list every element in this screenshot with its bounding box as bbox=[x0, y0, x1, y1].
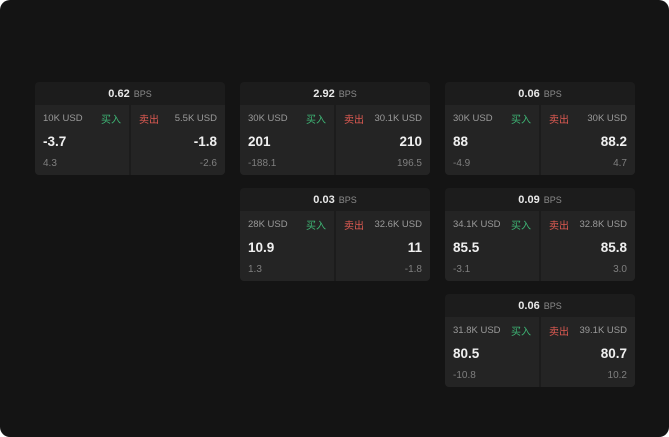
buy-size: 30K USD bbox=[453, 113, 493, 124]
sell-price: 11 bbox=[407, 240, 422, 256]
sell-size: 30.1K USD bbox=[374, 113, 422, 124]
sell-size: 32.8K USD bbox=[579, 219, 627, 230]
buy-label: 买入 bbox=[306, 221, 326, 232]
buy-panel[interactable]: 30K USD 买入 88 -4.9 bbox=[445, 105, 539, 175]
quote-card: 0.06 BPS 30K USD 买入 88 -4.9 卖出 30K USD bbox=[445, 82, 635, 175]
bps-header: 0.03 BPS bbox=[240, 188, 430, 211]
sell-price: 88.2 bbox=[600, 134, 627, 150]
sell-sub-value: -2.6 bbox=[199, 158, 217, 169]
sell-size: 39.1K USD bbox=[579, 325, 627, 336]
sell-sub-value: 3.0 bbox=[613, 264, 627, 275]
bps-value: 2.92 bbox=[313, 87, 335, 100]
bps-label: BPS bbox=[543, 300, 562, 311]
buy-label: 买入 bbox=[306, 115, 326, 126]
sell-panel[interactable]: 卖出 32.6K USD 11 -1.8 bbox=[336, 211, 430, 281]
quote-panels: 28K USD 买入 10.9 1.3 卖出 32.6K USD 11 -1.8 bbox=[240, 211, 430, 281]
buy-sub-value: -3.1 bbox=[453, 264, 471, 275]
sell-size: 30K USD bbox=[587, 113, 627, 124]
quote-panels: 30K USD 买入 88 -4.9 卖出 30K USD 88.2 4.7 bbox=[445, 105, 635, 175]
buy-price: 201 bbox=[248, 134, 271, 150]
bps-value: 0.06 bbox=[518, 87, 540, 100]
sell-label: 卖出 bbox=[549, 115, 569, 126]
buy-price: -3.7 bbox=[43, 134, 67, 150]
buy-panel[interactable]: 28K USD 买入 10.9 1.3 bbox=[240, 211, 334, 281]
buy-price: 80.5 bbox=[453, 346, 480, 362]
sell-sub-value: 10.2 bbox=[607, 370, 627, 381]
bps-value: 0.62 bbox=[108, 87, 130, 100]
bps-label: BPS bbox=[338, 194, 357, 205]
buy-panel[interactable]: 30K USD 买入 201 -188.1 bbox=[240, 105, 334, 175]
quote-card: 0.06 BPS 31.8K USD 买入 80.5 -10.8 卖出 39.1… bbox=[445, 294, 635, 387]
buy-label: 买入 bbox=[511, 327, 531, 338]
buy-label: 买入 bbox=[511, 115, 531, 126]
buy-panel[interactable]: 34.1K USD 买入 85.5 -3.1 bbox=[445, 211, 539, 281]
quote-card: 0.62 BPS 10K USD 买入 -3.7 4.3 卖出 5.5K USD bbox=[35, 82, 225, 175]
sell-price: 85.8 bbox=[600, 240, 627, 256]
quote-card: 2.92 BPS 30K USD 买入 201 -188.1 卖出 30.1K … bbox=[240, 82, 430, 175]
bps-header: 0.62 BPS bbox=[35, 82, 225, 105]
buy-sub-value: -188.1 bbox=[248, 158, 277, 169]
quote-panels: 30K USD 买入 201 -188.1 卖出 30.1K USD 210 1… bbox=[240, 105, 430, 175]
buy-size: 34.1K USD bbox=[453, 219, 501, 230]
buy-price: 10.9 bbox=[248, 240, 275, 256]
bps-value: 0.03 bbox=[313, 193, 335, 206]
sell-label: 卖出 bbox=[344, 115, 364, 126]
bps-label: BPS bbox=[543, 88, 562, 99]
sell-panel[interactable]: 卖出 32.8K USD 85.8 3.0 bbox=[541, 211, 635, 281]
quote-card: 0.03 BPS 28K USD 买入 10.9 1.3 卖出 32.6K US… bbox=[240, 188, 430, 281]
quote-card-grid: 0.62 BPS 10K USD 买入 -3.7 4.3 卖出 5.5K USD bbox=[35, 82, 635, 387]
buy-size: 28K USD bbox=[248, 219, 288, 230]
sell-sub-value: -1.8 bbox=[404, 264, 422, 275]
buy-sub-value: 4.3 bbox=[43, 158, 57, 169]
buy-sub-value: 1.3 bbox=[248, 264, 262, 275]
sell-size: 5.5K USD bbox=[174, 113, 217, 124]
sell-sub-value: 196.5 bbox=[396, 158, 422, 169]
sell-panel[interactable]: 卖出 39.1K USD 80.7 10.2 bbox=[541, 317, 635, 387]
sell-label: 卖出 bbox=[549, 327, 569, 338]
buy-label: 买入 bbox=[511, 221, 531, 232]
buy-size: 31.8K USD bbox=[453, 325, 501, 336]
sell-size: 32.6K USD bbox=[374, 219, 422, 230]
buy-sub-value: -4.9 bbox=[453, 158, 471, 169]
sell-label: 卖出 bbox=[139, 115, 159, 126]
bps-header: 0.09 BPS bbox=[445, 188, 635, 211]
sell-sub-value: 4.7 bbox=[613, 158, 627, 169]
buy-price: 88 bbox=[453, 134, 469, 150]
bps-value: 0.09 bbox=[518, 193, 540, 206]
sell-panel[interactable]: 卖出 30.1K USD 210 196.5 bbox=[336, 105, 430, 175]
quote-panels: 34.1K USD 买入 85.5 -3.1 卖出 32.8K USD 85.8… bbox=[445, 211, 635, 281]
buy-sub-value: -10.8 bbox=[453, 370, 476, 381]
sell-price: 210 bbox=[399, 134, 422, 150]
bps-label: BPS bbox=[338, 88, 357, 99]
sell-label: 卖出 bbox=[344, 221, 364, 232]
buy-panel[interactable]: 10K USD 买入 -3.7 4.3 bbox=[35, 105, 129, 175]
bps-value: 0.06 bbox=[518, 299, 540, 312]
buy-label: 买入 bbox=[101, 115, 121, 126]
sell-price: 80.7 bbox=[600, 346, 627, 362]
buy-size: 10K USD bbox=[43, 113, 83, 124]
bps-header: 0.06 BPS bbox=[445, 294, 635, 317]
sell-panel[interactable]: 卖出 5.5K USD -1.8 -2.6 bbox=[131, 105, 225, 175]
buy-panel[interactable]: 31.8K USD 买入 80.5 -10.8 bbox=[445, 317, 539, 387]
quote-panels: 10K USD 买入 -3.7 4.3 卖出 5.5K USD -1.8 -2.… bbox=[35, 105, 225, 175]
buy-price: 85.5 bbox=[453, 240, 480, 256]
sell-panel[interactable]: 卖出 30K USD 88.2 4.7 bbox=[541, 105, 635, 175]
sell-price: -1.8 bbox=[193, 134, 217, 150]
bps-label: BPS bbox=[543, 194, 562, 205]
quote-panels: 31.8K USD 买入 80.5 -10.8 卖出 39.1K USD 80.… bbox=[445, 317, 635, 387]
sell-label: 卖出 bbox=[549, 221, 569, 232]
bps-header: 2.92 BPS bbox=[240, 82, 430, 105]
buy-size: 30K USD bbox=[248, 113, 288, 124]
bps-header: 0.06 BPS bbox=[445, 82, 635, 105]
quote-card: 0.09 BPS 34.1K USD 买入 85.5 -3.1 卖出 32.8K… bbox=[445, 188, 635, 281]
bps-label: BPS bbox=[133, 88, 152, 99]
